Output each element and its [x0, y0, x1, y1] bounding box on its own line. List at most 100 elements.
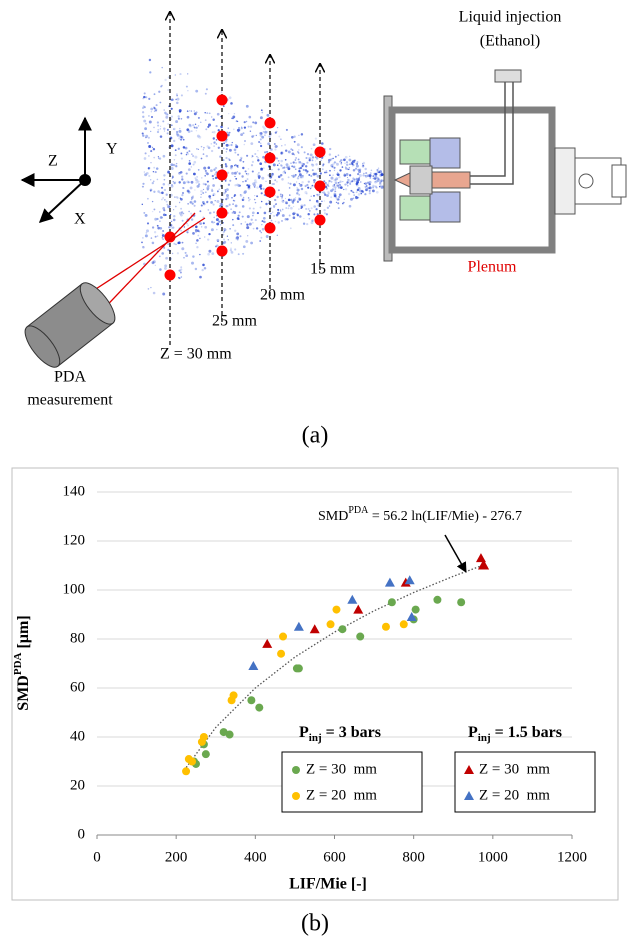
circle-marker	[411, 605, 420, 614]
spray-droplet	[281, 196, 283, 198]
spray-droplet	[290, 148, 293, 151]
spray-droplet	[298, 197, 301, 200]
spray-droplet	[187, 90, 189, 92]
spray-droplet	[290, 162, 292, 165]
spray-droplet	[379, 170, 383, 173]
spray-droplet	[142, 245, 145, 249]
spray-droplet	[228, 131, 231, 134]
spray-droplet	[334, 190, 337, 193]
spray-droplet	[158, 255, 161, 258]
spray-droplet	[321, 191, 324, 194]
spray-droplet	[162, 207, 166, 210]
spray-droplet	[213, 211, 215, 214]
spray-droplet	[187, 73, 189, 75]
spray-droplet	[303, 204, 306, 207]
y-tick-label: 140	[63, 483, 86, 499]
y-tick-label: 40	[70, 728, 85, 744]
spray-droplet	[294, 197, 297, 199]
spray-droplet	[274, 131, 277, 134]
spray-droplet	[334, 181, 338, 185]
spray-droplet	[306, 183, 309, 187]
triangle-marker	[347, 594, 358, 604]
spray-droplet	[262, 125, 265, 129]
spray-droplet	[200, 193, 202, 196]
spray-droplet	[142, 182, 145, 185]
spray-droplet	[335, 201, 338, 204]
spray-droplet	[157, 226, 161, 230]
spray-droplet	[216, 244, 219, 247]
spray-droplet	[374, 172, 378, 176]
circle-marker	[381, 622, 390, 631]
circle-marker	[277, 649, 286, 658]
spray-droplet	[181, 175, 184, 178]
spray-droplet	[192, 124, 195, 127]
spray-droplet	[172, 163, 176, 167]
spray-droplet	[247, 197, 250, 199]
spray-droplet	[188, 150, 191, 153]
spray-droplet	[224, 228, 227, 231]
spray-droplet	[360, 192, 363, 195]
spray-droplet	[332, 184, 336, 188]
spray-droplet	[163, 109, 165, 111]
spray-droplet	[161, 236, 164, 239]
spray-droplet	[189, 125, 192, 128]
spray-droplet	[157, 156, 160, 158]
spray-droplet	[330, 180, 333, 183]
spray-droplet	[163, 246, 166, 249]
spray-droplet	[295, 162, 297, 164]
spray-droplet	[180, 211, 184, 214]
spray-droplet	[281, 198, 283, 200]
spray-droplet	[236, 238, 239, 241]
spray-droplet	[273, 143, 276, 145]
spray-droplet	[187, 168, 191, 171]
spray-droplet	[151, 210, 154, 213]
spray-droplet	[202, 216, 205, 219]
spray-droplet	[288, 204, 291, 207]
spray-droplet	[170, 184, 174, 188]
spray-droplet	[259, 142, 262, 145]
spray-droplet	[228, 203, 231, 206]
spray-droplet	[297, 158, 300, 161]
spray-droplet	[315, 208, 318, 211]
spray-droplet	[142, 105, 145, 108]
spray-droplet	[181, 178, 184, 181]
spray-droplet	[228, 159, 231, 161]
spray-droplet	[207, 184, 210, 188]
legend-label: Z = 30 mm	[306, 761, 377, 777]
spray-droplet	[170, 220, 173, 223]
spray-droplet	[230, 102, 233, 105]
spray-droplet	[318, 193, 321, 196]
spray-droplet	[188, 159, 191, 162]
triangle-marker	[262, 638, 273, 648]
spray-droplet	[291, 200, 294, 204]
spray-droplet	[232, 117, 234, 120]
spray-droplet	[163, 130, 166, 132]
legend-title-part: inj	[309, 732, 322, 744]
spray-droplet	[326, 183, 329, 187]
spray-droplet	[343, 198, 345, 200]
spray-droplet	[146, 222, 150, 225]
spray-droplet	[355, 196, 357, 198]
spray-droplet	[195, 89, 199, 93]
spray-droplet	[141, 241, 143, 244]
spray-droplet	[256, 173, 260, 176]
spray-droplet	[377, 179, 380, 183]
spray-droplet	[348, 174, 352, 177]
spray-droplet	[310, 221, 314, 225]
spray-droplet	[152, 171, 155, 173]
spray-droplet	[227, 239, 229, 241]
spray-droplet	[161, 198, 163, 201]
spray-droplet	[185, 154, 188, 156]
spray-droplet	[310, 195, 312, 198]
spray-droplet	[154, 171, 157, 174]
spray-droplet	[159, 101, 162, 104]
spray-droplet	[210, 169, 213, 173]
triangle-marker	[404, 575, 415, 585]
spray-droplet	[360, 189, 364, 193]
spray-droplet	[256, 186, 259, 189]
x-tick-label: 800	[402, 849, 425, 865]
spray-droplet	[290, 135, 294, 139]
spray-droplet	[324, 155, 326, 157]
spray-droplet	[195, 242, 197, 244]
spray-droplet	[304, 165, 308, 168]
